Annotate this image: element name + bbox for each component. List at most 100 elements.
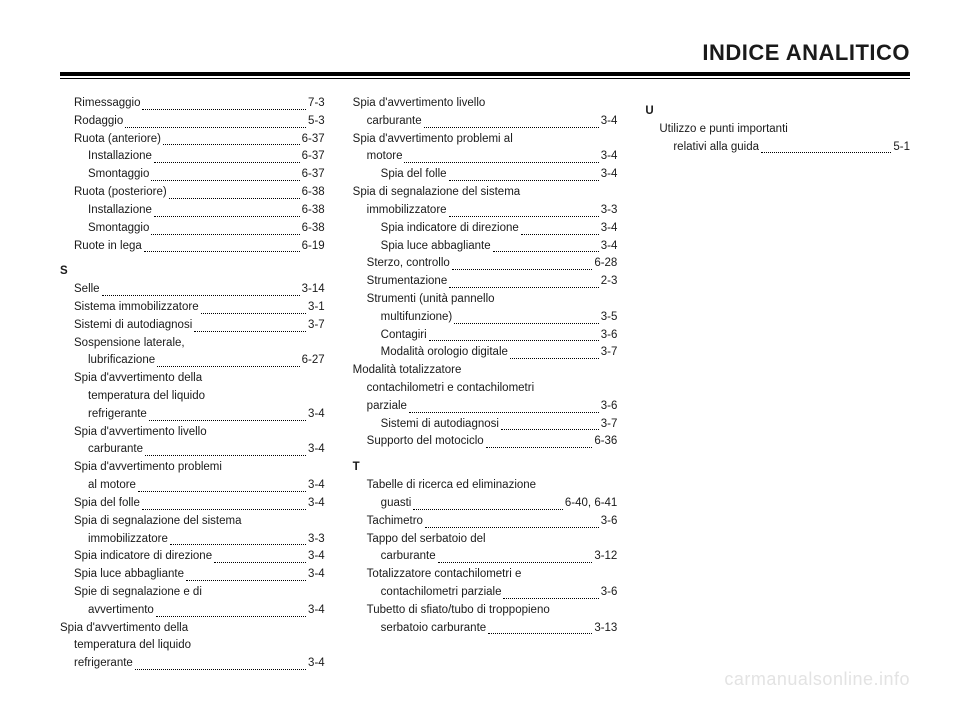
- index-entry: Spia d'avvertimento livellocarburante3-4: [60, 424, 325, 460]
- entry-label: Smontaggio: [88, 220, 149, 238]
- index-entry: Installazione 6-38: [60, 202, 325, 220]
- index-entry: Spia d'avvertimento dellatemperatura del…: [60, 370, 325, 423]
- page-ref: 6-27: [302, 352, 325, 370]
- leader-dots: [142, 501, 306, 510]
- page-ref: 6-38: [302, 202, 325, 220]
- entry-label: multifunzione): [381, 309, 453, 327]
- page-ref: 3-4: [308, 548, 325, 566]
- leader-dots: [493, 243, 599, 252]
- page-ref: 6-37: [302, 148, 325, 166]
- index-columns: Rimessaggio7-3Rodaggio5-3Ruota (anterior…: [60, 95, 910, 673]
- page-ref: 3-3: [601, 202, 618, 220]
- page-ref: 3-4: [308, 602, 325, 620]
- entry-label: Spia di segnalazione del sistema: [74, 513, 325, 531]
- entry-label: Contagiri: [381, 327, 427, 345]
- page-ref: 6-36: [594, 433, 617, 451]
- entry-label: immobilizzatore: [88, 531, 168, 549]
- page-ref: 3-4: [308, 655, 325, 673]
- entry-label: Sistemi di autodiagnosi: [74, 317, 192, 335]
- index-entry: Sistemi di autodiagnosi 3-7: [60, 317, 325, 335]
- index-entry: Rimessaggio 7-3: [60, 95, 325, 113]
- entry-label: temperatura del liquido: [60, 637, 325, 655]
- page-ref: 6-40, 6-41: [565, 495, 617, 513]
- page-ref: 3-4: [308, 477, 325, 495]
- entry-label: contachilometri e contachilometri: [353, 380, 618, 398]
- index-entry: Spia d'avvertimento problemi almotore3-4: [353, 131, 618, 167]
- index-entry: Spia di segnalazione del sistemaimmobili…: [353, 184, 618, 220]
- page-ref: 7-3: [308, 95, 325, 113]
- page-title: INDICE ANALITICO: [60, 40, 910, 66]
- page-ref: 5-3: [308, 113, 325, 131]
- entry-label: carburante: [367, 113, 422, 131]
- leader-dots: [151, 172, 299, 181]
- leader-dots: [452, 261, 593, 270]
- watermark: carmanualsonline.info: [724, 669, 910, 690]
- leader-dots: [156, 616, 306, 617]
- page-ref: 3-13: [594, 620, 617, 638]
- entry-label: Strumentazione: [367, 273, 448, 291]
- entry-label: Spia del folle: [74, 495, 140, 513]
- index-entry: Spia del folle3-4: [353, 166, 618, 184]
- entry-label: Rodaggio: [74, 113, 123, 131]
- page-ref: 3-3: [308, 531, 325, 549]
- entry-label: serbatoio carburante: [381, 620, 486, 638]
- entry-label: Spia d'avvertimento della: [74, 370, 325, 388]
- leader-dots: [409, 412, 599, 413]
- leader-dots: [429, 332, 599, 341]
- page-ref: 3-6: [601, 584, 618, 602]
- page-ref: 3-4: [308, 566, 325, 584]
- entry-label: Modalità orologio digitale: [381, 344, 508, 362]
- entry-label: Rimessaggio: [74, 95, 140, 113]
- entry-label: refrigerante: [88, 406, 147, 424]
- entry-label: Sistemi di autodiagnosi: [381, 416, 499, 434]
- page-ref: 6-28: [594, 255, 617, 273]
- index-entry: Spia indicatore di direzione3-4: [353, 220, 618, 238]
- leader-dots: [144, 243, 300, 252]
- index-entry: Contagiri 3-6: [353, 327, 618, 345]
- entry-label: contachilometri parziale: [381, 584, 502, 602]
- page-ref: 3-7: [308, 317, 325, 335]
- index-entry: Spia d'avvertimento livellocarburante3-4: [353, 95, 618, 131]
- section-letter: T: [353, 459, 618, 477]
- index-entry: Ruota (anteriore)6-37: [60, 131, 325, 149]
- leader-dots: [125, 118, 306, 127]
- leader-dots: [510, 350, 599, 359]
- leader-dots: [154, 208, 300, 217]
- entry-label: Spia luce abbagliante: [381, 238, 491, 256]
- entry-label: Spie di segnalazione e di: [74, 584, 325, 602]
- page-ref: 3-4: [308, 406, 325, 424]
- entry-label: Spia di segnalazione del sistema: [353, 184, 618, 202]
- leader-dots: [425, 518, 599, 527]
- page-ref: 3-14: [302, 281, 325, 299]
- rule-thin: [60, 78, 910, 79]
- index-entry: Sistema immobilizzatore3-1: [60, 299, 325, 317]
- leader-dots: [186, 572, 306, 581]
- entry-label: Installazione: [88, 202, 152, 220]
- page-ref: 6-37: [302, 166, 325, 184]
- index-entry: Ruote in lega6-19: [60, 238, 325, 256]
- leader-dots: [413, 509, 563, 510]
- entry-label: Tubetto di sfiato/tubo di troppopieno: [367, 602, 618, 620]
- entry-label: Ruote in lega: [74, 238, 142, 256]
- index-entry: Sistemi di autodiagnosi 3-7: [353, 416, 618, 434]
- entry-label: Strumenti (unità pannello: [367, 291, 618, 309]
- index-entry: Spia d'avvertimento dellatemperatura del…: [60, 620, 325, 673]
- entry-label: Selle: [74, 281, 100, 299]
- entry-label: temperatura del liquido: [74, 388, 325, 406]
- entry-label: Utilizzo e punti importanti: [659, 121, 910, 139]
- entry-label: avvertimento: [88, 602, 154, 620]
- index-entry: Utilizzo e punti importantirelativi alla…: [645, 121, 910, 157]
- index-entry: Sterzo, controllo6-28: [353, 255, 618, 273]
- index-entry: Spia luce abbagliante3-4: [60, 566, 325, 584]
- index-entry: Supporto del motociclo 6-36: [353, 433, 618, 451]
- section-letter: U: [645, 103, 910, 121]
- page-ref: 3-7: [601, 416, 618, 434]
- entry-label: Smontaggio: [88, 166, 149, 184]
- page-ref: 3-6: [601, 513, 618, 531]
- entry-label: Supporto del motociclo: [367, 433, 484, 451]
- leader-dots: [163, 136, 300, 145]
- entry-label: Ruota (anteriore): [74, 131, 161, 149]
- leader-dots: [201, 305, 306, 314]
- index-entry: Tabelle di ricerca ed eliminazioneguasti…: [353, 477, 618, 513]
- page-ref: 3-6: [601, 327, 618, 345]
